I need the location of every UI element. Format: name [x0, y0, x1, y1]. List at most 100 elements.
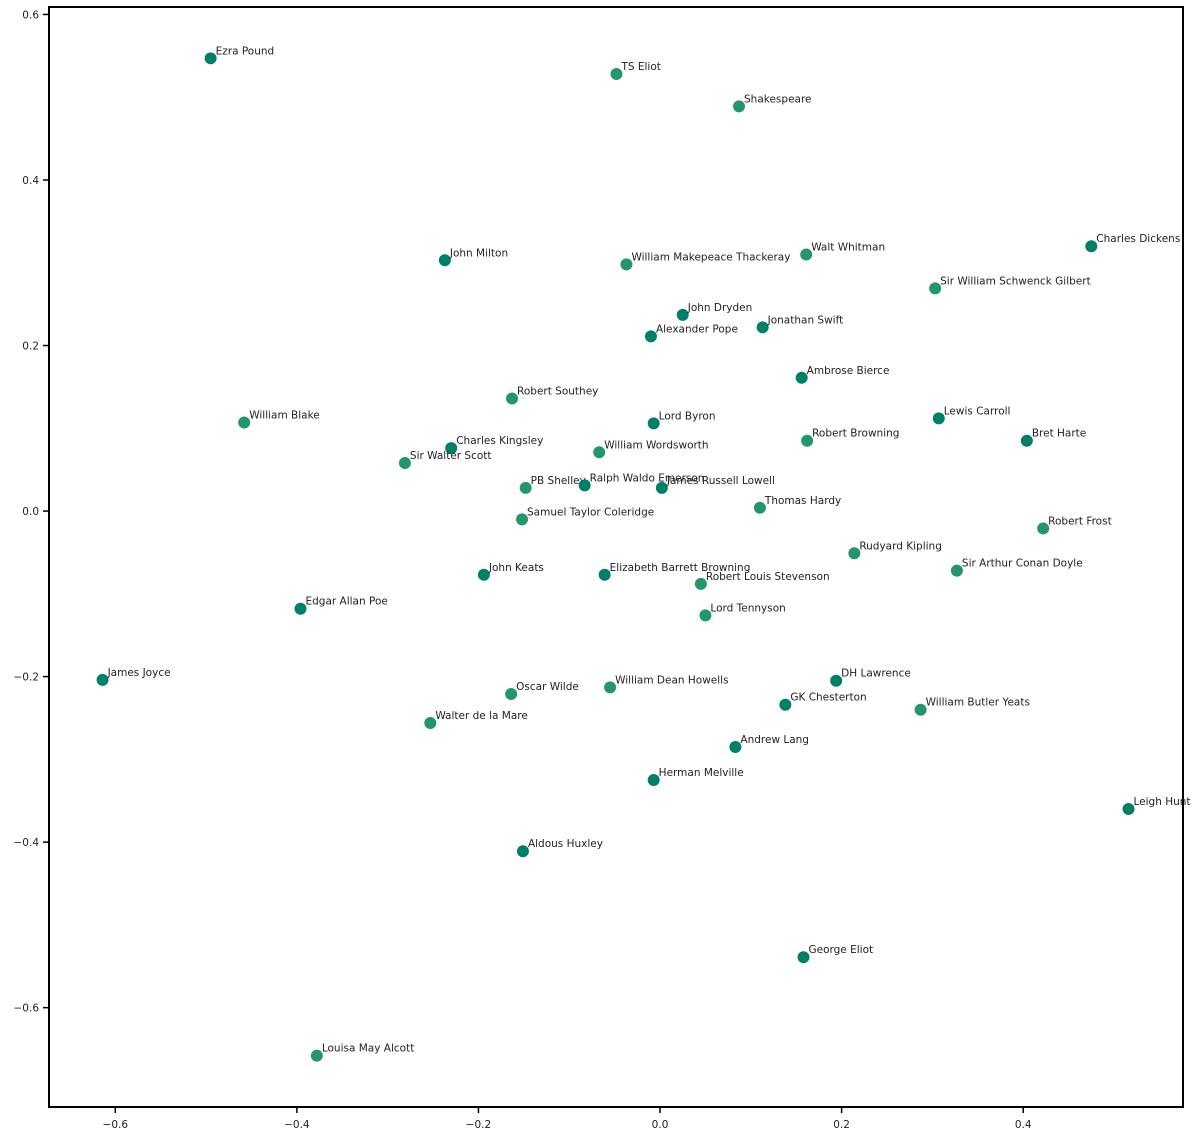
point-label: Sir William Schwenck Gilbert: [940, 275, 1091, 287]
point: [733, 100, 746, 113]
plot-frame: [48, 6, 1184, 1108]
point: [310, 1049, 323, 1062]
x-tick-label: 0.4: [1015, 1119, 1032, 1131]
point-label: John Milton: [449, 247, 508, 259]
point: [1122, 803, 1135, 816]
point: [932, 412, 945, 425]
point-label: Elizabeth Barrett Browning: [610, 562, 751, 574]
point-label: Bret Harte: [1032, 428, 1086, 440]
y-tick-label: 0.2: [22, 341, 39, 353]
point-label: Robert Browning: [812, 428, 899, 440]
point: [1037, 522, 1050, 535]
y-tick-label: −0.4: [14, 837, 40, 849]
point: [914, 703, 927, 716]
point-label: Alexander Pope: [656, 323, 738, 335]
point-label: Shakespeare: [744, 93, 812, 105]
point-label: Lewis Carroll: [944, 405, 1011, 417]
point: [610, 68, 623, 81]
point-label: Samuel Taylor Coleridge: [527, 506, 654, 518]
point-label: TS Eliot: [620, 61, 660, 73]
point-label: Walt Whitman: [811, 241, 885, 253]
point-label: Rudyard Kipling: [859, 540, 942, 552]
x-tick-label: 0.2: [833, 1119, 850, 1131]
point: [644, 330, 657, 343]
point-label: Andrew Lang: [740, 734, 809, 746]
point: [593, 446, 606, 459]
point-label: William Makepeace Thackeray: [631, 251, 790, 263]
point-label: Aldous Huxley: [528, 838, 603, 850]
y-tick-label: −0.2: [14, 672, 40, 684]
x-tick-label: −0.2: [466, 1119, 492, 1131]
point-label: Sir Walter Scott: [410, 450, 492, 462]
point: [424, 716, 437, 729]
point-label: William Butler Yeats: [926, 697, 1030, 709]
point: [438, 254, 451, 267]
point: [655, 481, 668, 494]
point-label: Louisa May Alcott: [322, 1043, 414, 1055]
point: [800, 248, 813, 261]
point-label: Charles Dickens: [1096, 233, 1180, 245]
point-label: George Eliot: [808, 944, 873, 956]
point: [950, 564, 963, 577]
y-tick-label: 0.4: [22, 175, 39, 187]
point-label: Ezra Pound: [216, 45, 275, 57]
point: [598, 568, 611, 581]
point-label: Lord Tennyson: [710, 602, 785, 614]
point: [294, 602, 307, 615]
point: [620, 258, 633, 271]
point: [795, 371, 808, 384]
point: [445, 442, 458, 455]
point-label: James Russell Lowell: [666, 475, 775, 487]
point-label: Robert Frost: [1048, 515, 1112, 527]
point: [96, 673, 109, 686]
point: [676, 308, 689, 321]
x-tick-label: −0.6: [103, 1119, 129, 1131]
point: [1085, 240, 1098, 253]
point: [1020, 434, 1033, 447]
point-label: Sir Arthur Conan Doyle: [962, 558, 1083, 570]
y-tick-label: 0.0: [22, 506, 39, 518]
point-label: Robert Louis Stevenson: [706, 571, 830, 583]
y-tick-label: −0.6: [14, 1003, 40, 1015]
point-label: Leigh Hunt: [1134, 796, 1191, 808]
point: [516, 513, 529, 526]
point: [801, 434, 814, 447]
point-label: Herman Melville: [659, 767, 744, 779]
point: [729, 740, 742, 753]
point-label: Oscar Wilde: [516, 681, 579, 693]
point-label: Lord Byron: [659, 410, 716, 422]
x-tick-label: 0.0: [652, 1119, 669, 1131]
point-label: Walter de la Mare: [435, 710, 528, 722]
point: [477, 568, 490, 581]
point: [830, 674, 843, 687]
point: [505, 687, 518, 700]
point: [647, 417, 660, 430]
point: [578, 479, 591, 492]
point: [699, 609, 712, 622]
point-label: Jonathan Swift: [767, 314, 844, 326]
point-label: James Joyce: [107, 667, 171, 679]
point: [647, 774, 660, 787]
point-label: William Dean Howells: [615, 674, 728, 686]
point: [694, 577, 707, 590]
point-label: Ralph Waldo Emerson: [590, 472, 705, 484]
point-label: Edgar Allan Poe: [305, 596, 387, 608]
point-label: John Dryden: [687, 302, 753, 314]
point: [797, 951, 810, 964]
point-label: William Wordsworth: [604, 439, 708, 451]
point: [779, 698, 792, 711]
point-label: John Keats: [488, 562, 544, 574]
point-label: Thomas Hardy: [764, 495, 841, 507]
x-tick-label: −0.4: [284, 1119, 310, 1131]
point-label: William Blake: [249, 410, 320, 422]
point-label: Charles Kingsley: [456, 435, 543, 447]
point: [516, 845, 529, 858]
point: [753, 501, 766, 514]
point: [848, 547, 861, 560]
point: [204, 52, 217, 65]
point: [238, 416, 251, 429]
point-label: Ambrose Bierce: [807, 365, 890, 377]
point-label: PB Shelley: [531, 475, 586, 487]
point: [506, 392, 519, 405]
